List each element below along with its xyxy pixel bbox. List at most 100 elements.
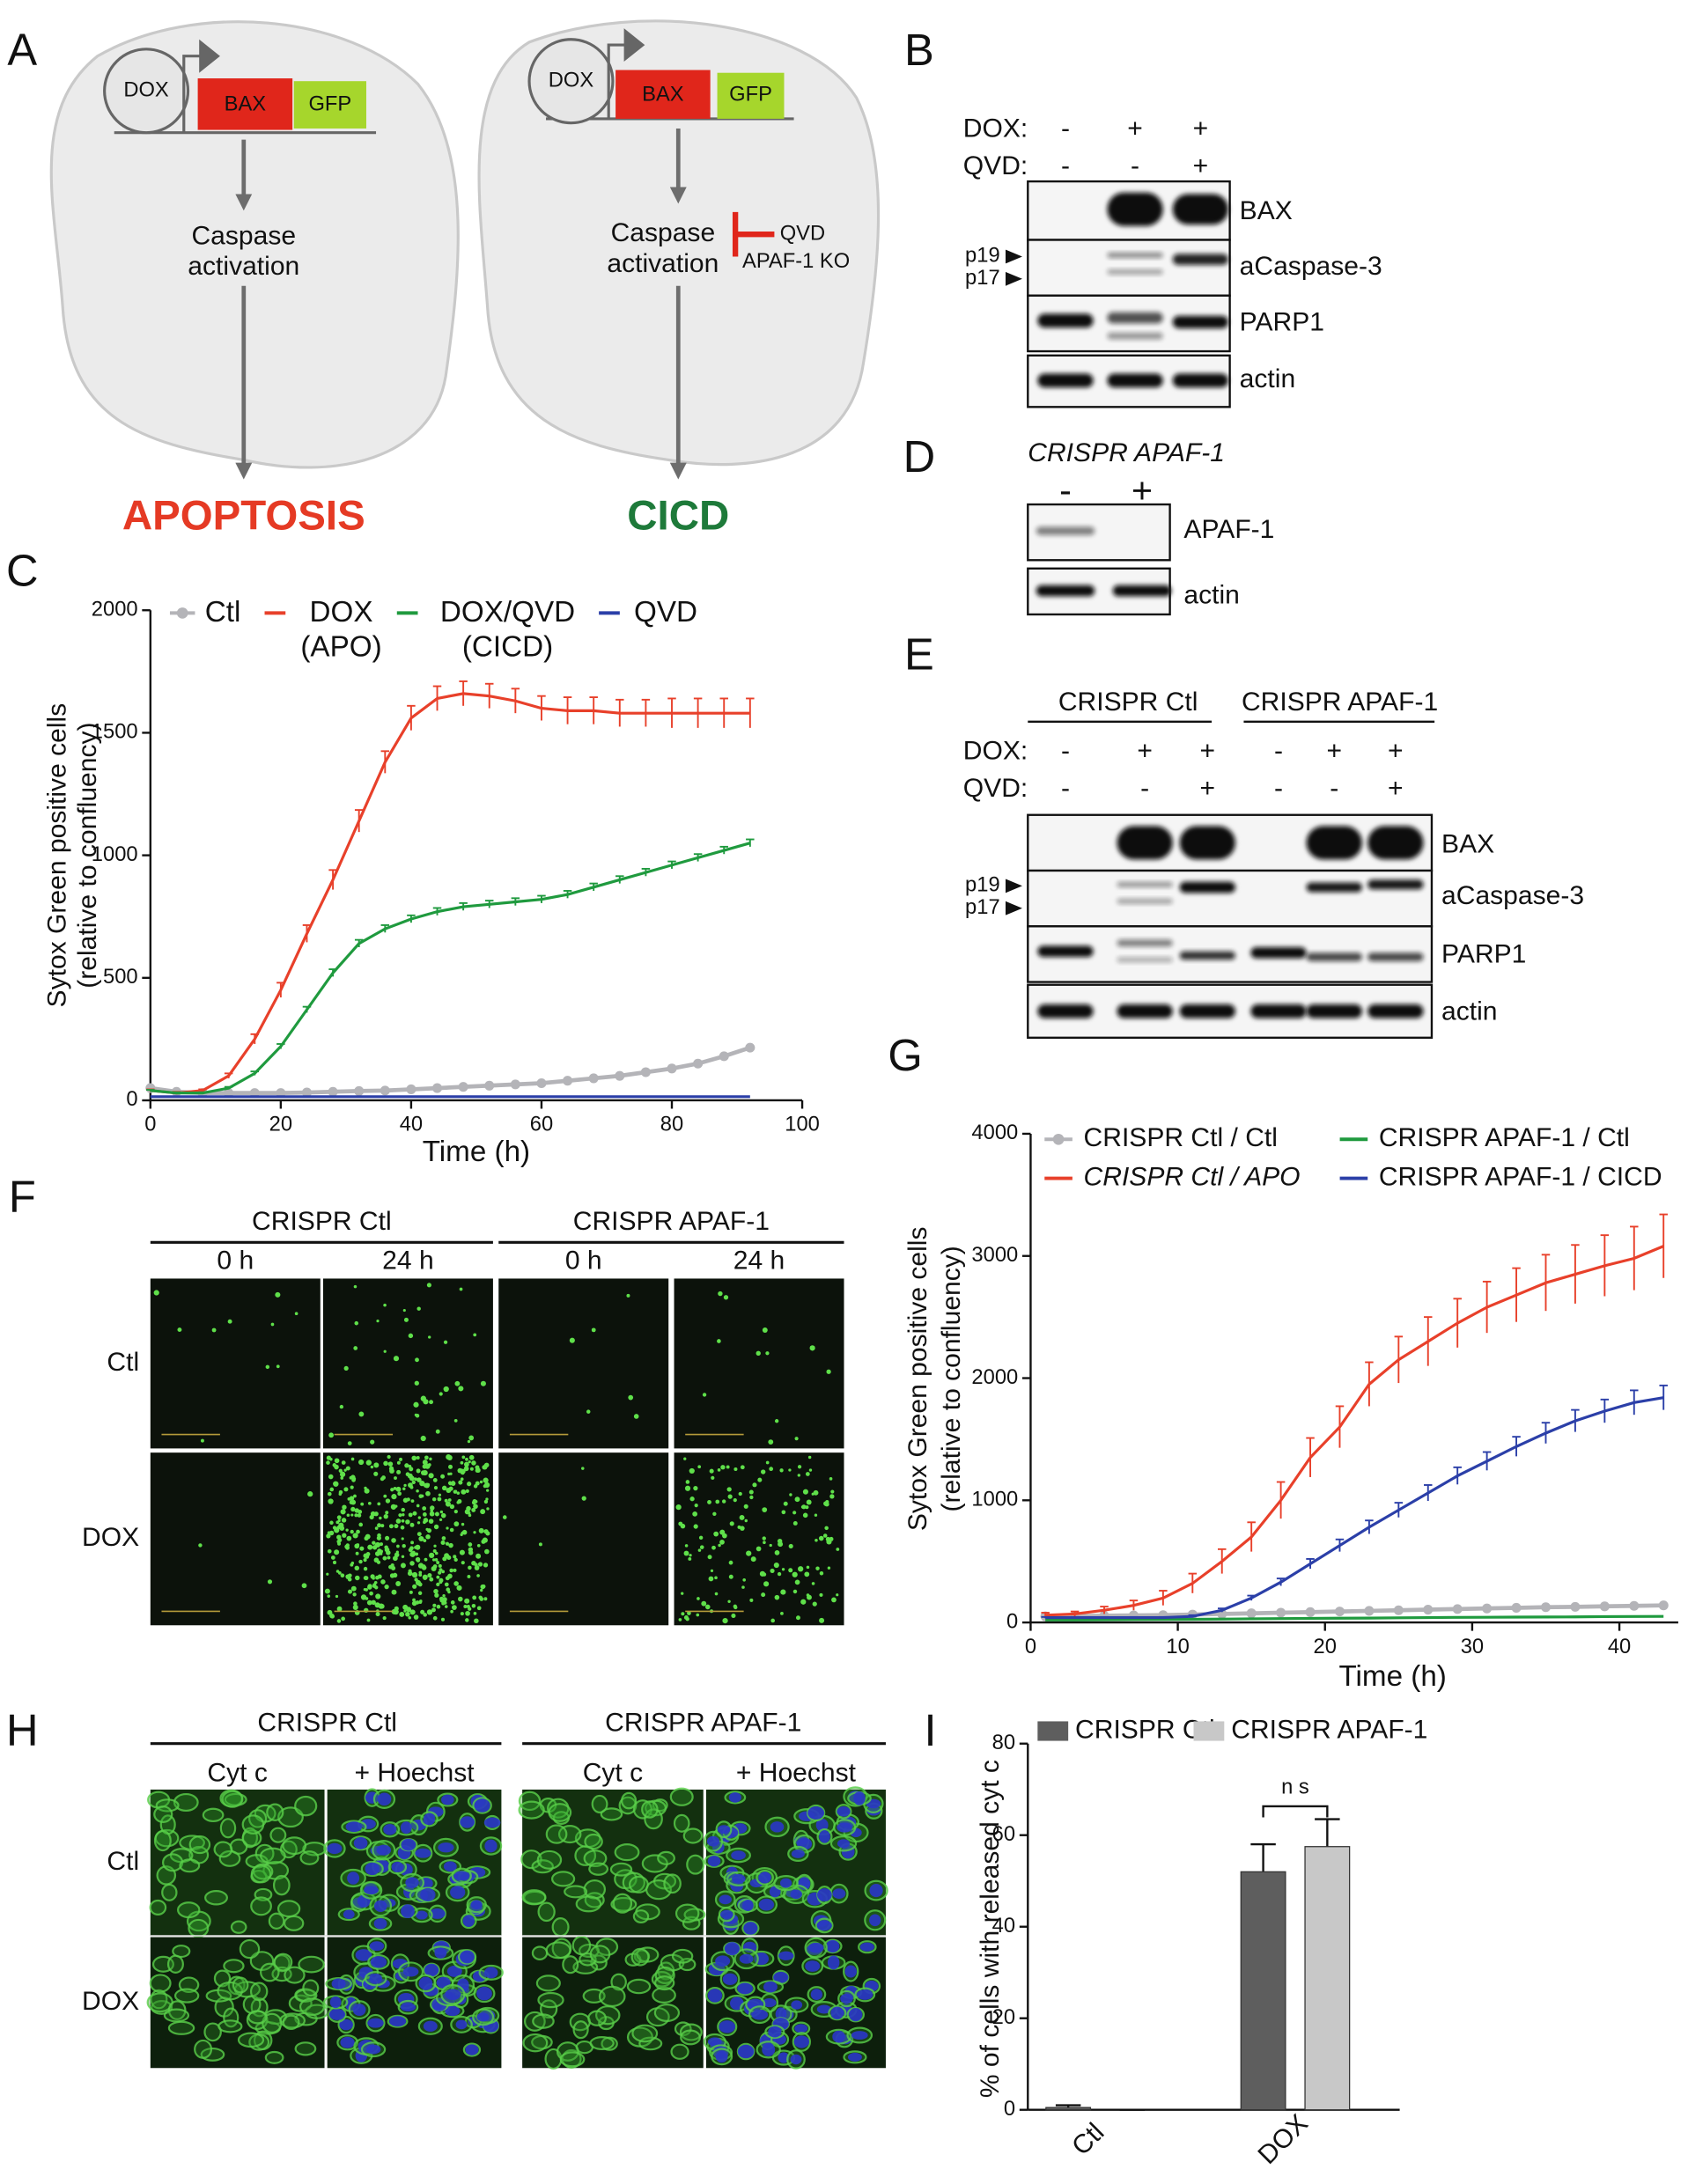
nucleus (719, 1894, 732, 1905)
cell-dot (422, 1512, 427, 1517)
cell-dot (393, 1486, 397, 1490)
treatment-sign: - (1061, 114, 1070, 143)
cell-dot (743, 1504, 748, 1509)
y-tick-label: 0 (126, 1088, 137, 1111)
cell-dot (473, 1612, 477, 1615)
nucleus (358, 1967, 373, 1979)
cell-dot (458, 1596, 463, 1602)
nucleus (816, 1888, 832, 1902)
y-tick-label: 20 (992, 2006, 1015, 2029)
treatment-sign: - (1330, 774, 1338, 803)
annotation: n s (1281, 1776, 1309, 1799)
cell-dot (409, 1590, 413, 1594)
point (1570, 1601, 1581, 1612)
time-label: 0 h (217, 1246, 254, 1275)
cell (172, 1945, 191, 1959)
cell-dot (401, 1537, 404, 1541)
cell (282, 2014, 300, 2030)
cell (652, 1986, 676, 2004)
nucleus (866, 1805, 881, 1816)
cell-dot (365, 1533, 371, 1540)
point (1511, 1602, 1522, 1614)
row-label: Ctl (107, 1847, 139, 1876)
cell-dot (697, 1597, 700, 1600)
cell-dot (808, 1468, 813, 1472)
cell-dot (358, 1522, 364, 1527)
cell-dot (446, 1526, 449, 1530)
cell-dot (713, 1531, 719, 1537)
marker-label: p19 (965, 874, 1000, 897)
nucleus (707, 1989, 723, 2003)
legend-label: CRISPR Ctl (1075, 1715, 1215, 1744)
band (1112, 585, 1172, 597)
cell-dot (712, 1511, 717, 1516)
cell-dot (374, 1551, 380, 1556)
cell-dot (358, 1459, 365, 1466)
cell (657, 1850, 675, 1865)
cell-dot (430, 1505, 435, 1511)
cell-dot (389, 1573, 395, 1578)
nucleus (416, 1910, 428, 1920)
cell-dot (438, 1493, 442, 1496)
cell-dot (400, 1525, 405, 1530)
cell-dot (794, 1579, 800, 1585)
cell-dot (465, 1489, 469, 1493)
cell-dot (763, 1581, 770, 1587)
cell-dot (391, 1538, 396, 1543)
cell-dot (469, 1467, 474, 1471)
cell (217, 1981, 244, 2001)
cell-dot (422, 1464, 428, 1469)
cell-dot (413, 1614, 419, 1620)
panel-letter: H (6, 1705, 39, 1755)
cell-dot (819, 1617, 825, 1623)
group-label: CRISPR Ctl (257, 1709, 397, 1738)
cell-dot (824, 1526, 829, 1531)
cell-dot (744, 1519, 748, 1523)
nucleus (790, 1889, 802, 1900)
nucleus (355, 1949, 372, 1961)
cell-dot (333, 1481, 338, 1487)
nucleus (790, 2054, 802, 2065)
cell-dot (337, 1538, 343, 1542)
band (1037, 1004, 1094, 1018)
cell-dot (416, 1306, 421, 1311)
cell-dot (332, 1560, 337, 1565)
cell-dot (476, 1606, 482, 1611)
cell-dot (410, 1522, 414, 1526)
nucleus (403, 1885, 415, 1899)
y-tick-label: 0 (1006, 1610, 1018, 1633)
cell-dot (367, 1584, 372, 1589)
cell-dot (792, 1571, 798, 1577)
cell (262, 2012, 283, 2034)
legend-label: CRISPR Ctl / Ctl (1084, 1123, 1278, 1152)
cell-dot (708, 1576, 714, 1582)
point (719, 1051, 729, 1062)
panel-letter: G (888, 1030, 922, 1080)
x-tick-label: 80 (660, 1114, 683, 1136)
micrograph (150, 1278, 321, 1449)
cell-dot (459, 1287, 463, 1291)
nucleus (847, 2052, 862, 2062)
nucleus (364, 1886, 379, 1895)
cell-dot (418, 1599, 423, 1604)
nucleus (453, 1871, 469, 1881)
time-label: 24 h (382, 1246, 433, 1275)
cell-dot (449, 1568, 453, 1573)
y-tick-label: 2000 (971, 1366, 1018, 1389)
cell-dot (382, 1555, 387, 1561)
treatment-label: QVD: (963, 774, 1028, 803)
point (1629, 1600, 1640, 1611)
point (1246, 1608, 1257, 1619)
y-tick-label: 3000 (971, 1244, 1018, 1267)
nucleus (737, 2044, 755, 2059)
cell-dot (805, 1505, 809, 1510)
nucleus (327, 1842, 343, 1855)
nucleus (373, 1917, 387, 1930)
nucleus (732, 1873, 746, 1884)
legend-label: CRISPR APAF-1 (1231, 1715, 1427, 1744)
nucleus (762, 1998, 777, 2008)
cell-dot (402, 1487, 406, 1490)
cell-dot (334, 1464, 339, 1470)
cell-dot (460, 1468, 463, 1472)
cell-dot (428, 1519, 434, 1524)
